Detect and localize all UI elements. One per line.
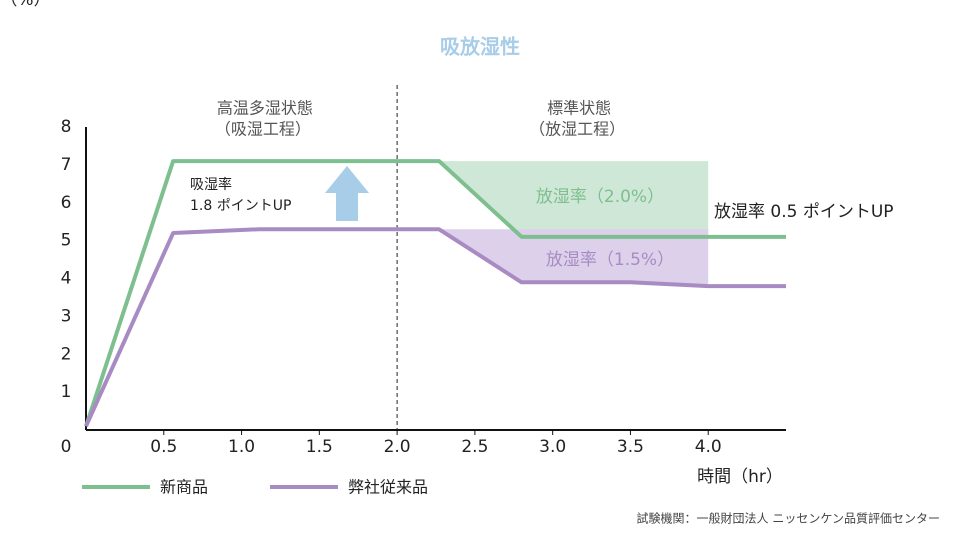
annotation: 放湿率 0.5 ポイントUP — [714, 202, 894, 222]
y-tick-label: 1 — [61, 382, 72, 402]
x-tick-label: 0.5 — [150, 437, 177, 457]
up-arrow — [325, 166, 369, 221]
y-axis-label: 水分率（%） — [0, 0, 51, 10]
annotation: 放湿率（2.0%） — [536, 187, 664, 207]
y-tick-label: 2 — [61, 344, 72, 364]
y-tick-label: 8 — [61, 117, 72, 137]
phase-label: 標準状態 — [547, 99, 611, 118]
y-tick-label: 7 — [61, 155, 72, 175]
y-tick-label: 6 — [61, 193, 72, 213]
annotation: 放湿率（1.5%） — [546, 250, 674, 270]
phase-label: 高温多湿状態 — [217, 99, 313, 118]
annotation: 吸湿率 — [190, 176, 232, 193]
phase-label: （放湿工程） — [529, 120, 625, 139]
x-tick-label: 4.0 — [695, 437, 722, 457]
y-tick-label: 5 — [61, 231, 72, 251]
series-line — [84, 159, 786, 427]
x-tick-label: 1.0 — [228, 437, 255, 457]
x-tick-label: 3.5 — [617, 437, 644, 457]
y-tick-label: 4 — [61, 269, 72, 289]
phase-label: （吸湿工程） — [215, 120, 311, 139]
chart-title: 吸放湿性 — [440, 35, 520, 59]
x-tick-label: 3.0 — [539, 437, 566, 457]
legend-label: 新商品 — [160, 478, 208, 497]
x-tick-label: 2.5 — [461, 437, 488, 457]
source: 試験機関：一般財団法人 ニッセンケン品質評価センター — [637, 511, 940, 526]
shaded-area — [439, 161, 709, 237]
y-tick-label: 0 — [61, 437, 72, 457]
x-tick-label: 2.0 — [384, 437, 411, 457]
y-tick-label: 3 — [61, 306, 72, 326]
x-tick-label: 1.5 — [306, 437, 333, 457]
annotation: 1.8 ポイントUP — [190, 198, 291, 214]
x-axis-label: 時間（hr） — [697, 467, 783, 487]
legend-label: 弊社従来品 — [348, 478, 428, 497]
series-line — [84, 227, 786, 428]
